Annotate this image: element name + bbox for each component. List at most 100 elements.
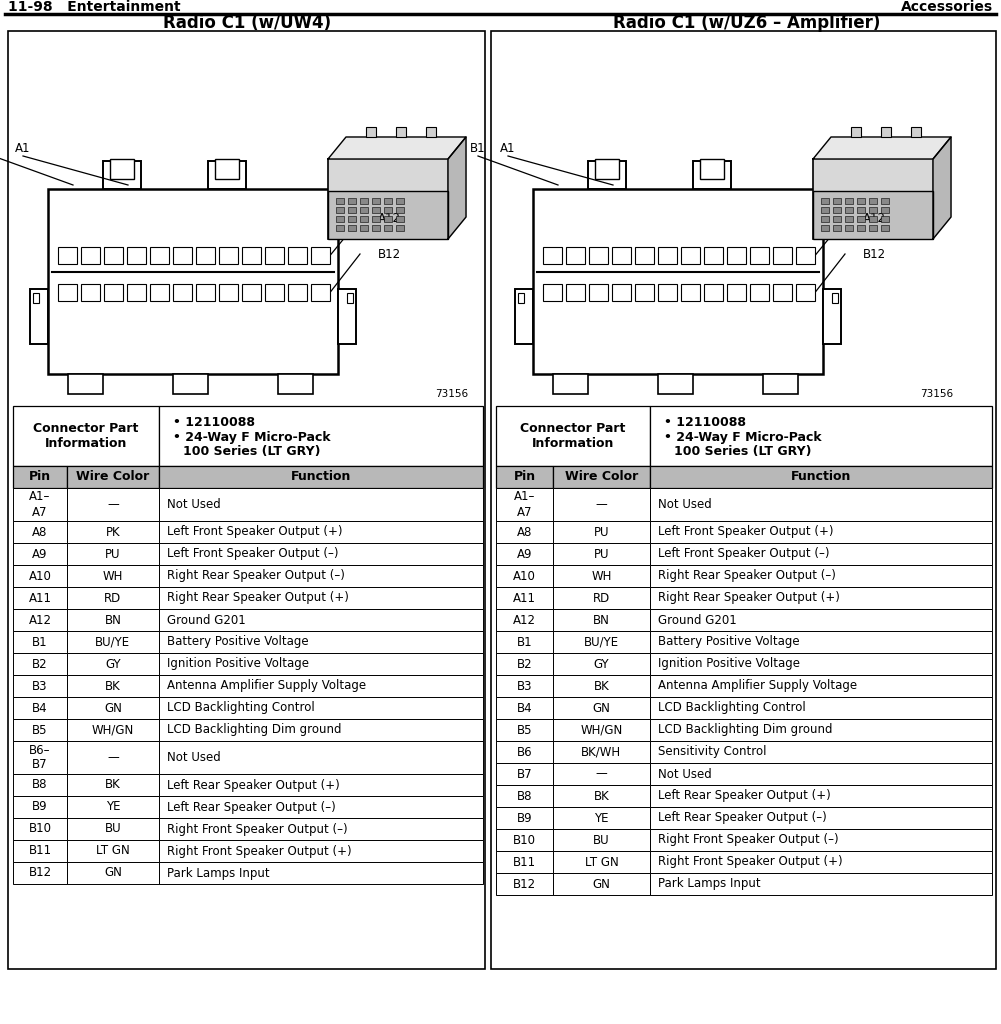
Bar: [288, 247, 307, 264]
Bar: [704, 247, 723, 264]
Text: B7: B7: [517, 768, 533, 780]
Bar: [496, 609, 553, 631]
Bar: [81, 247, 100, 264]
Text: B12: B12: [28, 866, 52, 880]
Bar: [543, 247, 562, 264]
Bar: [396, 225, 404, 231]
Bar: [159, 719, 483, 741]
Bar: [372, 216, 380, 222]
Text: A1: A1: [15, 142, 31, 156]
Text: LT GN: LT GN: [96, 845, 130, 857]
Bar: [336, 225, 344, 231]
Text: PU: PU: [594, 548, 610, 560]
Text: Connector Part
Information: Connector Part Information: [521, 422, 626, 450]
Bar: [67, 609, 159, 631]
Bar: [348, 225, 356, 231]
Bar: [773, 284, 792, 301]
Bar: [67, 697, 159, 719]
Bar: [650, 873, 992, 895]
Bar: [773, 247, 792, 264]
Bar: [553, 521, 650, 543]
Bar: [823, 289, 841, 344]
Text: LCD Backlighting Control: LCD Backlighting Control: [658, 701, 806, 715]
Bar: [727, 247, 746, 264]
Bar: [242, 247, 261, 264]
Text: YE: YE: [595, 811, 609, 824]
Text: WH/GN: WH/GN: [92, 724, 134, 736]
Bar: [589, 284, 608, 301]
Bar: [338, 289, 356, 344]
Bar: [67, 862, 159, 884]
Text: GN: GN: [593, 878, 611, 891]
Bar: [881, 198, 889, 204]
Bar: [496, 543, 553, 565]
Bar: [265, 247, 284, 264]
Bar: [13, 862, 67, 884]
Bar: [911, 127, 921, 137]
Bar: [845, 225, 853, 231]
Bar: [650, 763, 992, 785]
Bar: [159, 631, 483, 653]
Text: Function: Function: [290, 470, 351, 483]
Bar: [553, 565, 650, 587]
Bar: [13, 796, 67, 818]
Bar: [13, 587, 67, 609]
Text: PK: PK: [105, 525, 120, 539]
Bar: [496, 488, 553, 521]
Bar: [13, 543, 67, 565]
Text: Right Front Speaker Output (+): Right Front Speaker Output (+): [167, 845, 351, 857]
Text: Battery Positive Voltage: Battery Positive Voltage: [658, 636, 800, 648]
Text: B8: B8: [517, 790, 533, 803]
Bar: [67, 818, 159, 840]
Bar: [869, 198, 877, 204]
Bar: [215, 159, 239, 179]
Text: • 24-Way F Micro-Pack: • 24-Way F Micro-Pack: [173, 431, 330, 443]
Text: BK: BK: [594, 680, 610, 692]
Text: A1–
A7: A1– A7: [514, 490, 536, 518]
Text: PU: PU: [594, 525, 610, 539]
Text: B9: B9: [517, 811, 533, 824]
Bar: [650, 521, 992, 543]
Polygon shape: [328, 137, 466, 159]
Bar: [650, 609, 992, 631]
Bar: [821, 207, 829, 213]
Text: GN: GN: [104, 701, 122, 715]
Bar: [650, 741, 992, 763]
Bar: [67, 521, 159, 543]
Bar: [553, 675, 650, 697]
Text: B5: B5: [32, 724, 48, 736]
Text: B1: B1: [32, 636, 48, 648]
Bar: [650, 488, 992, 521]
Bar: [13, 488, 67, 521]
Text: Right Front Speaker Output (–): Right Front Speaker Output (–): [658, 834, 839, 847]
Bar: [881, 207, 889, 213]
Text: Park Lamps Input: Park Lamps Input: [167, 866, 269, 880]
Text: PU: PU: [105, 548, 121, 560]
Text: A11: A11: [514, 592, 536, 604]
Bar: [589, 247, 608, 264]
Text: A9: A9: [32, 548, 48, 560]
Bar: [553, 466, 650, 488]
Bar: [348, 207, 356, 213]
Text: Ground G201: Ground G201: [167, 613, 245, 627]
Text: B2: B2: [32, 657, 48, 671]
Bar: [881, 216, 889, 222]
Bar: [104, 284, 123, 301]
Bar: [553, 374, 588, 394]
Text: BU/YE: BU/YE: [95, 636, 130, 648]
Text: BU/YE: BU/YE: [584, 636, 619, 648]
Bar: [173, 374, 208, 394]
Text: LT GN: LT GN: [585, 855, 619, 868]
Bar: [553, 719, 650, 741]
Bar: [658, 284, 677, 301]
Bar: [311, 247, 330, 264]
Bar: [110, 159, 134, 179]
Bar: [496, 521, 553, 543]
Bar: [704, 284, 723, 301]
Text: B4: B4: [517, 701, 533, 715]
Bar: [196, 247, 215, 264]
Bar: [821, 198, 829, 204]
Bar: [821, 216, 829, 222]
Bar: [13, 774, 67, 796]
Bar: [366, 127, 376, 137]
